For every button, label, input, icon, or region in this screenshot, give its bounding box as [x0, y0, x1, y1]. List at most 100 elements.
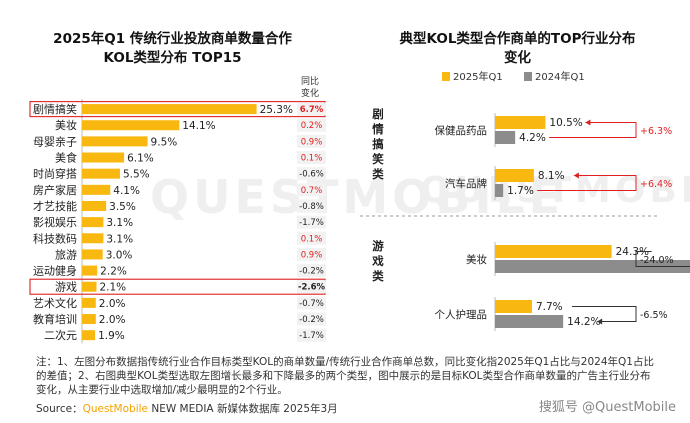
category-label: 教育培训	[33, 312, 77, 326]
change-cell	[297, 280, 326, 294]
change-label: +6.3%	[640, 126, 672, 137]
value-label-2025: 24.3%	[616, 246, 649, 258]
change-cell	[297, 183, 326, 197]
change-value: -0.8%	[299, 202, 324, 212]
value-label-2024: 1.7%	[507, 185, 534, 197]
bar	[82, 152, 125, 163]
value-label: 3.1%	[106, 233, 133, 245]
change-cell	[297, 167, 326, 181]
category-label: 母婴亲子	[33, 134, 77, 148]
value-label: 3.1%	[106, 217, 133, 229]
change-arrowhead	[573, 172, 579, 179]
category-label: 二次元	[44, 328, 77, 342]
value-label-2024: 4.2%	[519, 132, 546, 144]
source-prefix: Source：	[36, 403, 83, 415]
category-label: 科技数码	[33, 231, 77, 245]
title-line: 变化	[504, 50, 531, 66]
legend-label-2025: 2025年Q1	[453, 70, 503, 83]
category-label: 房产家居	[33, 183, 77, 197]
change-cell	[297, 199, 326, 213]
change-cell	[297, 296, 326, 310]
left-chart-title: 2025年Q1 传统行业投放商单数量合作 KOL类型分布 TOP15	[15, 30, 330, 68]
change-value: 0.9%	[301, 137, 323, 147]
category-label: 旅游	[55, 247, 77, 261]
change-arrow	[549, 122, 637, 138]
category-label: 运动健身	[33, 264, 77, 278]
change-header: 变化	[301, 87, 319, 99]
item-label: 个人护理品	[435, 308, 488, 321]
change-value: -1.7%	[299, 218, 324, 228]
change-arrowhead	[585, 119, 591, 126]
group-label-char: 情	[371, 122, 384, 136]
change-value: -0.7%	[299, 299, 324, 309]
category-label: 艺术文化	[33, 296, 77, 310]
legend-swatch-2025	[442, 72, 450, 81]
category-label: 时尚穿搭	[33, 167, 77, 181]
item-label: 汽车品牌	[445, 177, 487, 190]
change-arrow	[635, 251, 690, 267]
bar-2025	[495, 169, 534, 182]
title-line: 2025年Q1 传统行业投放商单数量合作	[53, 31, 292, 47]
category-label: 剧情搞笑	[33, 102, 77, 116]
change-value: 6.7%	[300, 105, 324, 115]
value-label-2025: 8.1%	[538, 170, 565, 182]
bar-2025	[495, 300, 532, 313]
change-arrow	[571, 306, 637, 322]
group-label-char: 类	[372, 167, 384, 181]
change-cell	[297, 118, 326, 132]
value-label-2024: 14.2%	[567, 316, 600, 328]
value-label-2025: 7.7%	[536, 301, 563, 313]
change-cell	[297, 134, 326, 148]
value-label: 9.5%	[151, 136, 178, 148]
bar-2024	[495, 260, 690, 273]
bar-2024	[495, 131, 516, 144]
bar	[82, 281, 97, 292]
source-line: Source：QuestMobile NEW MEDIA 新媒体数据库 2025…	[36, 401, 338, 416]
change-arrow	[537, 175, 637, 191]
group-label-char: 类	[372, 269, 384, 283]
item-label: 保健品药品	[435, 124, 488, 137]
title-line: KOL类型分布 TOP15	[103, 50, 242, 66]
change-value: -0.2%	[299, 315, 324, 325]
bar	[82, 104, 257, 115]
change-cell	[297, 102, 326, 116]
bar	[82, 136, 148, 147]
change-value: 0.1%	[301, 154, 323, 164]
right-chart-title: 典型KOL类型合作商单的TOP行业分布 变化	[360, 30, 675, 68]
change-label: +6.4%	[640, 179, 672, 190]
watermark: QUESTMOBILE	[150, 170, 565, 224]
change-label: -6.5%	[640, 310, 668, 321]
change-cell	[297, 247, 326, 261]
bar-2025	[495, 245, 612, 258]
bar	[82, 168, 120, 179]
bar	[82, 184, 111, 195]
bar	[82, 233, 104, 244]
value-label: 25.3%	[260, 104, 293, 116]
value-label: 2.2%	[100, 266, 127, 278]
value-label: 2.1%	[99, 282, 126, 294]
change-label: -24.0%	[640, 255, 674, 266]
change-value: -2.6%	[298, 283, 326, 293]
change-value: 0.7%	[301, 186, 323, 196]
change-cell	[297, 328, 326, 342]
value-label-2025: 10.5%	[549, 117, 582, 129]
title-line: 典型KOL类型合作商单的TOP行业分布	[399, 31, 636, 47]
value-label: 3.0%	[106, 249, 133, 261]
corner-watermark: 搜狐号 @QuestMobile	[538, 400, 676, 415]
change-arrowhead	[597, 318, 603, 325]
bar	[82, 265, 98, 276]
value-label: 2.0%	[99, 298, 126, 310]
bar	[82, 297, 96, 308]
change-cell	[297, 264, 326, 278]
group-label-char: 剧	[372, 107, 384, 121]
value-label: 2.0%	[99, 314, 126, 326]
change-cell	[297, 312, 326, 326]
change-header: 同比	[301, 75, 319, 87]
bar	[82, 249, 103, 260]
bar	[82, 217, 104, 228]
category-label: 美妆	[55, 119, 77, 132]
change-value: 0.2%	[301, 121, 323, 131]
category-label: 游戏	[55, 281, 77, 294]
